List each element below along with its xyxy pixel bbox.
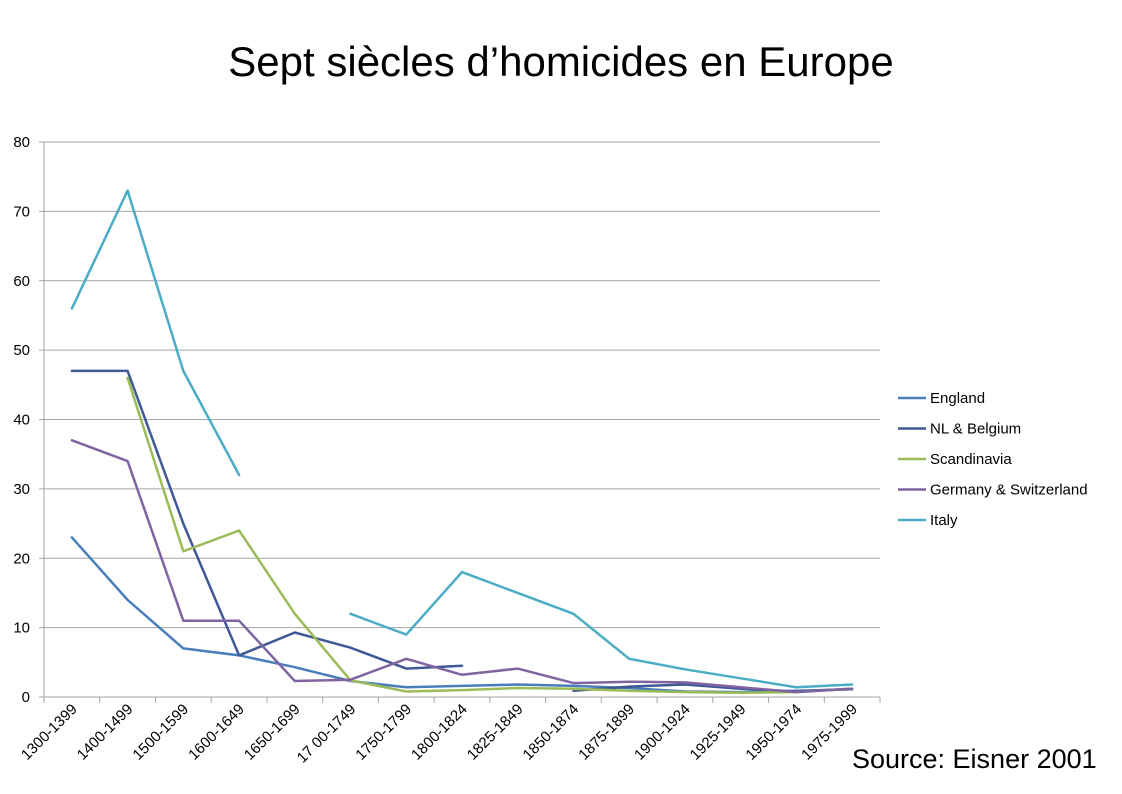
x-tick-label: 1900-1924	[631, 701, 694, 764]
x-tick-label: 1950-1974	[742, 701, 805, 764]
x-tick-label: 1600-1649	[185, 701, 248, 764]
x-tick-label: 17 00-1749	[294, 701, 360, 767]
series-line-england	[70, 536, 854, 694]
y-tick-label: 80	[13, 134, 30, 151]
y-tick-label: 30	[13, 481, 30, 498]
gridlines	[44, 141, 880, 629]
x-tick-label: 1800-1824	[408, 701, 471, 764]
y-tick-label: 20	[13, 550, 30, 567]
x-tick-label: 1500-1599	[129, 701, 192, 764]
y-tick-label: 40	[13, 412, 30, 429]
source-note: Source: Eisner 2001	[852, 744, 1097, 774]
legend-label-italy: Italy	[930, 512, 958, 529]
series-lines	[70, 189, 854, 695]
y-tick-label: 70	[13, 203, 30, 220]
series-line-nl-belgium	[70, 369, 854, 693]
y-tick-label: 10	[13, 620, 30, 637]
legend-label-england: England	[930, 390, 985, 407]
y-tick-label: 50	[13, 342, 30, 359]
legend-label-nl-belgium: NL & Belgium	[930, 421, 1021, 438]
x-tick-label: 1400-1499	[74, 701, 137, 764]
chart-title: Sept siècles d’homicides en Europe	[228, 38, 894, 85]
legend-label-germany-switzerland: Germany & Switzerland	[930, 482, 1088, 499]
x-axis-ticks: 1300-13991400-14991500-15991600-16491650…	[18, 697, 881, 767]
legend: England NL & Belgium Scandinavia Germany & …	[898, 390, 1088, 529]
y-tick-label: 0	[22, 689, 30, 706]
x-tick-label: 1300-1399	[18, 701, 81, 764]
x-tick-label: 1750-1799	[352, 701, 415, 764]
series-line-germany-switzerland	[70, 439, 854, 694]
series-line-scandinavia	[126, 376, 854, 695]
x-tick-label: 1850-1874	[520, 701, 583, 764]
series-line-italy	[70, 189, 854, 689]
y-tick-label: 60	[13, 273, 30, 290]
x-tick-label: 1875-1899	[575, 701, 638, 764]
legend-label-scandinavia: Scandinavia	[930, 451, 1012, 468]
x-tick-label: 1925-1949	[687, 701, 750, 764]
y-axis-ticks: 0 10 20 30 40 50 60 70 80	[13, 134, 44, 706]
x-tick-label: 1825-1849	[464, 701, 527, 764]
